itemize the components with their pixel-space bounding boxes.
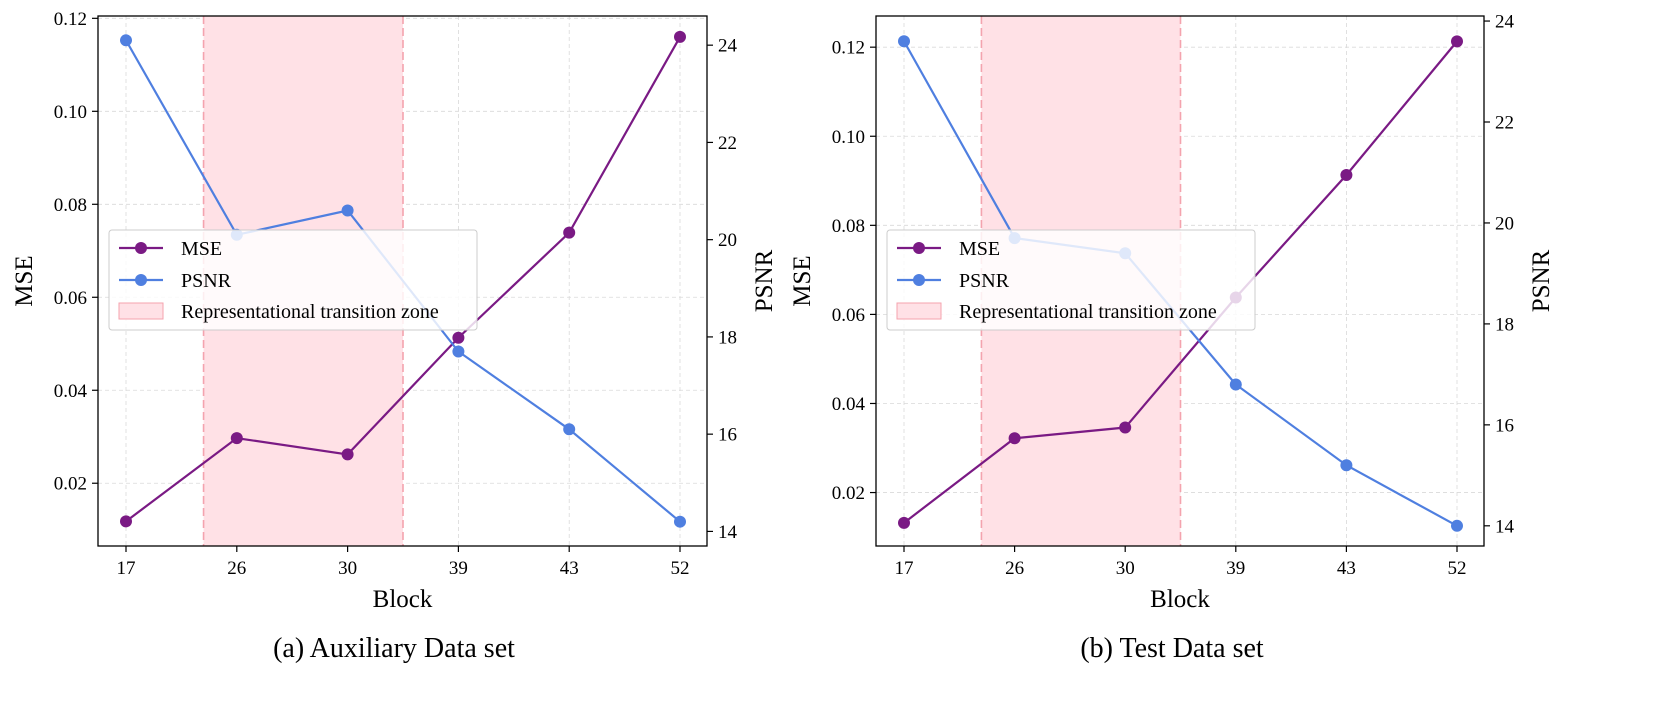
x-axis-label: Block	[1150, 586, 1210, 613]
x-tick-label: 43	[1337, 558, 1356, 579]
legend-box	[886, 229, 1256, 331]
plot-frame	[875, 15, 1485, 547]
y-right-tick-label: 20	[1495, 213, 1514, 234]
y-left-tick-label: 0.02	[54, 474, 87, 495]
y-left-tick-label: 0.02	[832, 483, 865, 504]
y-right-axis-label: PSNR	[1528, 249, 1555, 312]
mse-point	[563, 226, 576, 239]
mse-point	[1451, 35, 1463, 48]
y-right-tick-label: 18	[1495, 314, 1514, 335]
y-left-tick-label: 0.10	[832, 127, 865, 148]
legend-mse-swatch-marker	[135, 242, 147, 254]
chart-panel-1: 17 26 30 39 43 52 0.02 0.04 0.06 0.08 0.10 0.12 14 16…	[11, 9, 778, 664]
legend-zone-swatch	[118, 302, 164, 320]
psnr-point	[120, 34, 132, 47]
mse-point	[898, 516, 910, 529]
legend-mse-label: MSE	[959, 238, 1000, 260]
y-right-tick-label: 14	[718, 522, 738, 543]
psnr-point	[452, 345, 465, 358]
x-tick-label: 17	[895, 558, 914, 579]
x-tick-label: 26	[1005, 558, 1024, 579]
legend-psnr-swatch-marker	[135, 274, 147, 286]
y-left-tick-label: 0.06	[54, 288, 87, 309]
y-left-tick-label: 0.04	[54, 381, 88, 402]
mse-point	[1008, 432, 1021, 445]
y-left-tick-label: 0.10	[54, 102, 87, 123]
mse-point	[1340, 169, 1353, 181]
x-tick-label: 26	[227, 558, 246, 579]
psnr-point	[563, 423, 576, 436]
legend-psnr-label: PSNR	[181, 270, 232, 292]
x-tick-label: 39	[1226, 558, 1245, 579]
mse-point	[120, 515, 132, 528]
y-right-tick-label: 14	[1495, 516, 1515, 537]
chart-caption: (a) Auxiliary Data set	[273, 633, 515, 664]
x-tick-label: 43	[560, 558, 579, 579]
legend-psnr-label: PSNR	[959, 270, 1010, 292]
legend-zone-label: Representational transition zone	[959, 301, 1217, 323]
x-axis-label: Block	[373, 586, 433, 613]
chart-caption: (b) Test Data set	[1080, 633, 1264, 664]
chart-panel-2: 17 26 30 39 43 52 0.02 0.04 0.06 0.08 0.10 0.12 14 16…	[789, 12, 1555, 664]
legend-zone-label: Representational transition zone	[181, 301, 439, 323]
psnr-point	[1229, 378, 1242, 391]
x-tick-label: 17	[117, 558, 136, 579]
y-right-tick-label: 24	[718, 36, 738, 57]
x-tick-label: 30	[338, 558, 357, 579]
mse-line	[903, 40, 1458, 524]
y-left-axis-label: MSE	[789, 255, 816, 306]
y-right-axis-label: PSNR	[751, 249, 778, 312]
y-left-tick-label: 0.12	[54, 9, 87, 30]
psnr-point	[674, 515, 686, 528]
legend-mse-label: MSE	[181, 238, 222, 260]
y-right-tick-label: 18	[718, 327, 737, 348]
legend-box	[108, 229, 478, 331]
x-tick-label: 30	[1116, 558, 1135, 579]
y-right-tick-label: 20	[718, 230, 737, 251]
y-left-tick-label: 0.08	[54, 195, 87, 216]
x-tick-label: 52	[671, 558, 690, 579]
y-right-tick-label: 22	[1495, 113, 1514, 134]
y-right-tick-label: 16	[718, 425, 737, 446]
mse-line	[125, 36, 681, 523]
legend-zone-swatch	[896, 302, 942, 320]
psnr-point	[1340, 459, 1353, 472]
y-left-tick-label: 0.12	[832, 38, 865, 59]
y-right-tick-label: 16	[1495, 415, 1514, 436]
mse-point	[674, 30, 686, 43]
y-left-tick-label: 0.06	[832, 305, 865, 326]
y-left-axis-label: MSE	[11, 255, 38, 306]
mse-point	[452, 331, 465, 344]
x-tick-label: 52	[1448, 558, 1467, 579]
y-left-tick-label: 0.04	[832, 394, 866, 415]
psnr-point	[341, 204, 354, 217]
y-left-tick-label: 0.08	[832, 216, 865, 237]
y-right-tick-label: 22	[718, 133, 737, 154]
legend-psnr-swatch-marker	[913, 274, 925, 286]
y-right-tick-label: 24	[1495, 12, 1515, 33]
x-tick-label: 39	[449, 558, 468, 579]
legend-mse-swatch-marker	[913, 242, 925, 254]
psnr-point	[898, 35, 910, 48]
psnr-point	[1451, 519, 1463, 532]
mse-point	[1119, 421, 1132, 434]
mse-point	[230, 432, 243, 445]
plot-frame	[97, 15, 708, 547]
mse-point	[341, 448, 354, 461]
